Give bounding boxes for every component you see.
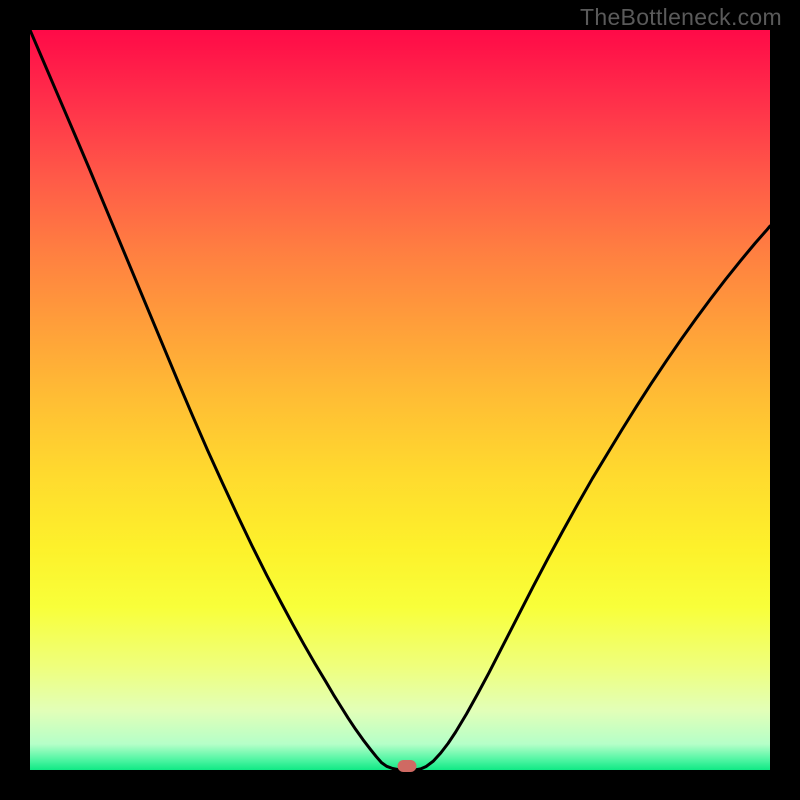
- chart-plot-area: [30, 30, 770, 770]
- chart-curve-layer: [30, 30, 770, 770]
- watermark-text: TheBottleneck.com: [580, 4, 782, 31]
- bottleneck-curve: [30, 30, 770, 770]
- optimal-point-marker: [398, 760, 417, 772]
